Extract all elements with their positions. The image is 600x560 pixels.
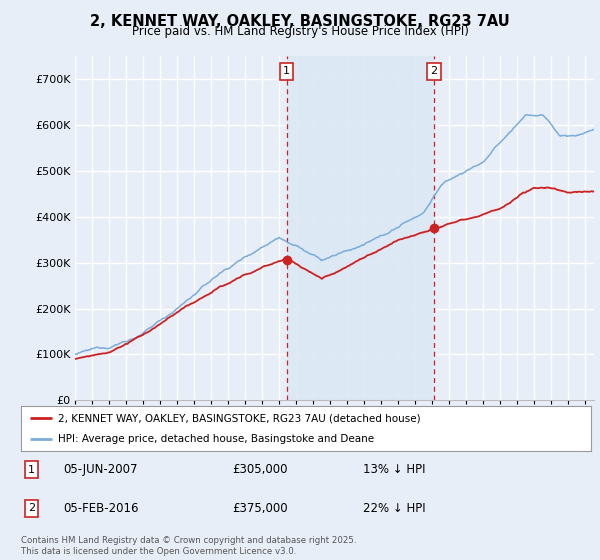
Text: 2, KENNET WAY, OAKLEY, BASINGSTOKE, RG23 7AU (detached house): 2, KENNET WAY, OAKLEY, BASINGSTOKE, RG23… <box>58 413 421 423</box>
Text: 1: 1 <box>28 465 35 475</box>
Text: 1: 1 <box>283 66 290 76</box>
Text: £305,000: £305,000 <box>232 463 287 476</box>
Text: 2, KENNET WAY, OAKLEY, BASINGSTOKE, RG23 7AU: 2, KENNET WAY, OAKLEY, BASINGSTOKE, RG23… <box>90 14 510 29</box>
Text: 2: 2 <box>430 66 437 76</box>
Bar <box>287 56 434 400</box>
Text: £375,000: £375,000 <box>232 502 287 515</box>
Text: Contains HM Land Registry data © Crown copyright and database right 2025.
This d: Contains HM Land Registry data © Crown c… <box>21 536 356 556</box>
Text: 05-JUN-2007: 05-JUN-2007 <box>64 463 138 476</box>
Text: 05-FEB-2016: 05-FEB-2016 <box>64 502 139 515</box>
Text: HPI: Average price, detached house, Basingstoke and Deane: HPI: Average price, detached house, Basi… <box>58 433 374 444</box>
Text: 22% ↓ HPI: 22% ↓ HPI <box>363 502 425 515</box>
Text: Price paid vs. HM Land Registry's House Price Index (HPI): Price paid vs. HM Land Registry's House … <box>131 25 469 38</box>
Text: 13% ↓ HPI: 13% ↓ HPI <box>363 463 425 476</box>
Text: 2: 2 <box>28 503 35 513</box>
